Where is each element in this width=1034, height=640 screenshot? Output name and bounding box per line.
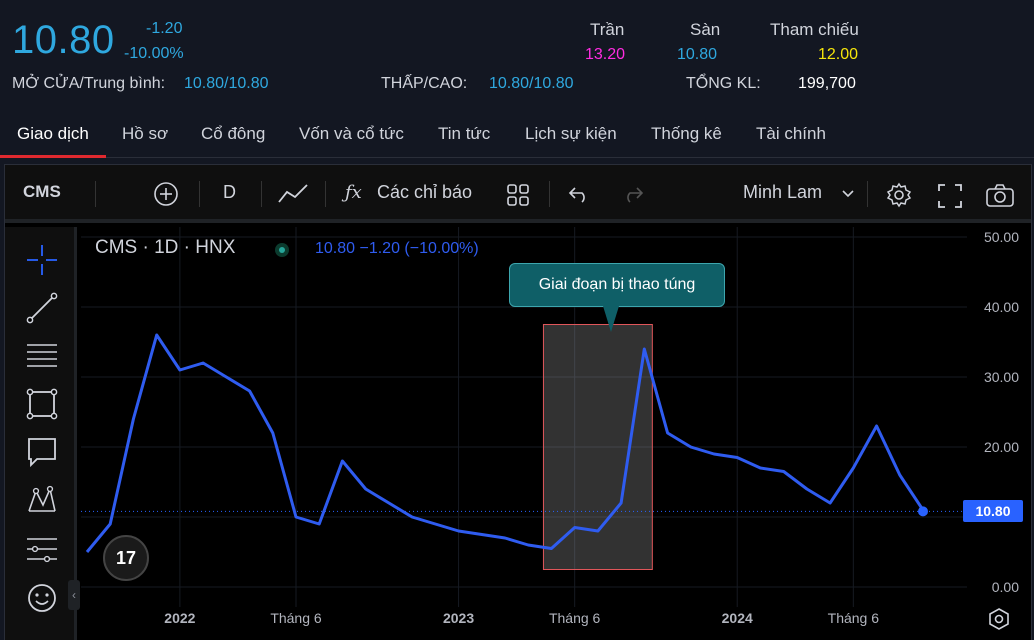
low-high-label: THẤP/CAO:: [381, 75, 468, 92]
rectangle-icon[interactable]: [25, 387, 59, 421]
x-tick-label: 2023: [443, 610, 474, 626]
line-chart-icon[interactable]: [277, 182, 309, 206]
tab-news[interactable]: Tin tức: [438, 124, 491, 143]
quote-header: 10.80 -1.20 -10.00% Trần Sàn Tham chiếu …: [0, 0, 1034, 108]
symbol-button[interactable]: CMS: [23, 182, 61, 201]
floor-label: Sàn: [690, 20, 721, 39]
price-line: [85, 333, 925, 553]
legend-title: CMS · 1D · HNX: [95, 237, 236, 258]
plus-circle-icon[interactable]: [153, 181, 179, 207]
fib-icon[interactable]: [25, 339, 59, 373]
volume-label: TỔNG KL:: [686, 75, 761, 92]
open-avg-value: 10.80/10.80: [184, 75, 269, 92]
chevron-down-icon[interactable]: [841, 189, 855, 199]
x-tick-label: Tháng 6: [270, 610, 322, 626]
tab-profile[interactable]: Hồ sơ: [122, 124, 169, 143]
camera-icon[interactable]: [985, 183, 1015, 209]
pattern-icon[interactable]: [25, 483, 59, 517]
last-point-marker: [918, 506, 928, 517]
tab-trading[interactable]: Giao dịch: [17, 124, 89, 143]
gear-icon[interactable]: [885, 181, 913, 209]
annotation-callout-tail: [603, 306, 619, 332]
tab-shareholders[interactable]: Cổ đông: [201, 124, 266, 143]
low-high-value: 10.80/10.80: [489, 75, 574, 92]
tab-events[interactable]: Lịch sự kiện: [525, 124, 617, 143]
ceiling-value: 13.20: [585, 46, 626, 63]
y-tick-label: 0.00: [992, 579, 1019, 595]
price-change: -1.20: [146, 20, 183, 37]
y-tick-label: 50.00: [984, 229, 1019, 245]
y-tick-label: 30.00: [984, 369, 1019, 385]
tradingview-logo-icon[interactable]: 17: [103, 535, 149, 581]
open-avg-label: MỞ CỬA/Trung bình:: [12, 75, 166, 92]
active-tab-indicator: [0, 155, 106, 158]
x-tick-label: Tháng 6: [549, 610, 601, 626]
crosshair-icon[interactable]: [25, 243, 59, 277]
legend-values: 10.80 −1.20 (−10.00%): [315, 240, 479, 257]
grid-icon[interactable]: [506, 183, 530, 207]
last-price: 10.80: [12, 18, 115, 62]
highlight-box: [542, 324, 653, 570]
market-status-icon: [275, 243, 289, 257]
chart-toolbar: CMS D ƒx Các chỉ báo Minh Lam: [5, 165, 1031, 223]
x-tick-label: 2022: [164, 610, 195, 626]
tab-capital-dividends[interactable]: Vốn và cổ tức: [299, 124, 404, 143]
annotation-callout[interactable]: Giai đoạn bị thao túng: [509, 263, 725, 307]
redo-icon[interactable]: [621, 184, 645, 204]
drawing-toolbar: [5, 227, 77, 640]
emoji-icon[interactable]: [25, 581, 59, 615]
comment-icon[interactable]: [25, 435, 59, 469]
fx-icon[interactable]: ƒx: [345, 182, 362, 203]
collapse-toolbar-button[interactable]: ‹: [68, 580, 80, 610]
floor-value: 10.80: [677, 46, 718, 63]
y-tick-label: 20.00: [984, 439, 1019, 455]
x-tick-label: Tháng 6: [828, 610, 880, 626]
interval-button[interactable]: D: [223, 182, 236, 202]
layout-name-button[interactable]: Minh Lam: [743, 182, 823, 202]
tab-financials[interactable]: Tài chính: [756, 124, 826, 143]
indicators-button[interactable]: Các chỉ báo: [377, 182, 473, 202]
y-tick-label: 40.00: [984, 299, 1019, 315]
ceiling-label: Trần: [590, 20, 625, 39]
settings-hex-icon[interactable]: [987, 607, 1011, 631]
volume-value: 199,700: [798, 75, 856, 92]
ref-value: 12.00: [818, 46, 859, 63]
tab-statistics[interactable]: Thống kê: [651, 124, 722, 143]
x-tick-label: 2024: [722, 610, 753, 626]
chart-widget: CMS D ƒx Các chỉ báo Minh Lam: [4, 164, 1032, 640]
tab-bar: Giao dịch Hồ sơ Cổ đông Vốn và cổ tức Ti…: [0, 108, 1034, 158]
price-change-pct: -10.00%: [124, 45, 184, 62]
trendline-icon[interactable]: [25, 291, 59, 325]
ref-label: Tham chiếu: [770, 20, 859, 39]
undo-icon[interactable]: [567, 184, 591, 204]
measure-icon[interactable]: [25, 531, 59, 565]
fullscreen-icon[interactable]: [937, 183, 963, 209]
last-price-tag: 10.80: [963, 500, 1023, 523]
